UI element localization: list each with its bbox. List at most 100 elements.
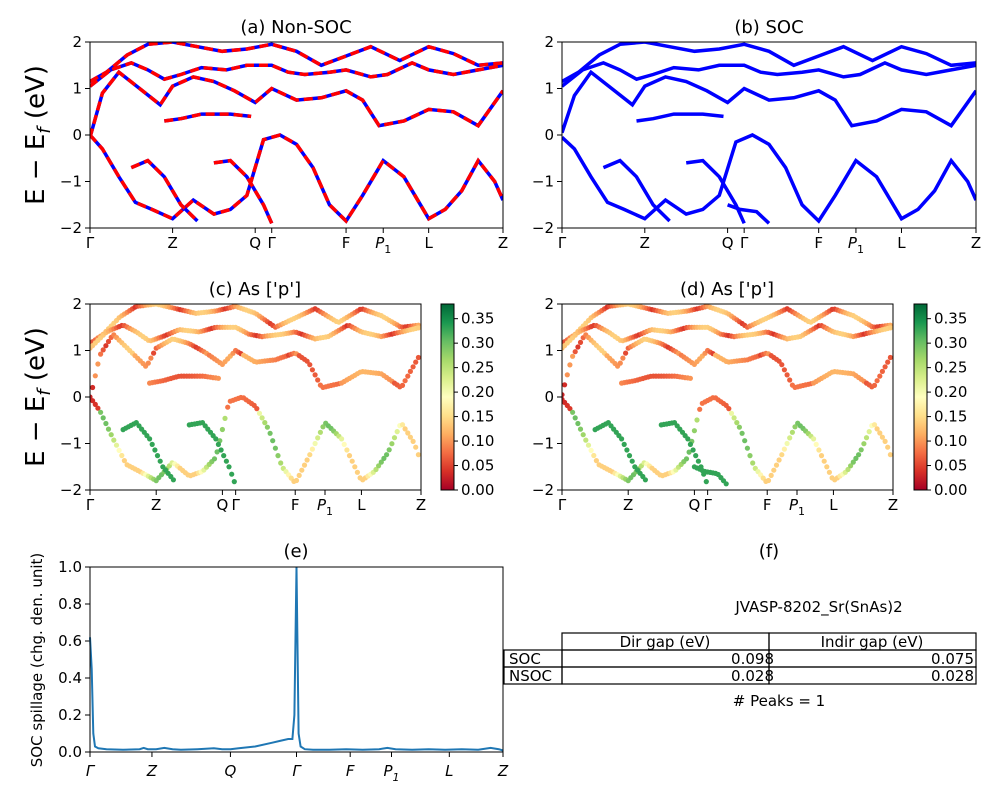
tick-label: F <box>763 496 772 514</box>
projection-point <box>871 382 878 388</box>
projection-point <box>211 456 218 462</box>
projection-point <box>784 372 790 378</box>
projection-point <box>687 375 694 381</box>
projection-point <box>887 452 893 458</box>
projection-point <box>402 378 408 384</box>
projection-point <box>879 434 886 440</box>
projection-point <box>693 453 699 459</box>
projection-point <box>154 453 161 459</box>
projection-point <box>309 367 315 373</box>
projection-point <box>301 462 308 468</box>
axes-frame <box>561 41 977 229</box>
projection-point <box>113 442 120 448</box>
projection-point <box>152 447 158 453</box>
table-cell: 0.098 <box>731 650 774 668</box>
plot-area <box>90 304 421 485</box>
tick-label: 1 <box>72 80 82 98</box>
projection-point <box>410 364 416 370</box>
projection-point <box>686 449 692 455</box>
tick-label: −1 <box>532 435 554 453</box>
tick-label: 0.00 <box>934 481 967 499</box>
tick-label: −1 <box>60 173 82 191</box>
projection-point <box>304 358 310 364</box>
tick-label: −2 <box>532 219 554 237</box>
projection-point <box>683 456 690 462</box>
tick-label: 2 <box>72 33 82 51</box>
tick-label: 2 <box>544 33 554 51</box>
projection-point <box>731 415 737 421</box>
projection-point <box>821 458 827 464</box>
projection-point <box>105 338 112 345</box>
nsoc-band-line <box>90 60 503 88</box>
projection-point <box>415 452 421 458</box>
soc-band-line <box>562 42 976 84</box>
projection-point <box>695 458 702 464</box>
projection-point <box>214 449 220 455</box>
projection-point <box>874 426 880 432</box>
projection-point <box>157 458 163 464</box>
tick-label: L <box>424 234 433 252</box>
projection-point <box>391 435 398 441</box>
tick-label: 0.15 <box>461 408 494 426</box>
projection-point <box>871 422 878 428</box>
tick-label: 0.8 <box>58 595 82 613</box>
projection-point <box>787 377 793 383</box>
tick-label: Q <box>225 762 237 780</box>
tick-label: 0.20 <box>461 383 494 401</box>
tick-label: 0.05 <box>934 457 967 475</box>
gap-table-panel: JVASP-8202_Sr(SnAs)2 Dir gap (eV) Indir … <box>503 598 977 710</box>
projection-point <box>219 426 225 433</box>
projection-point <box>293 477 300 484</box>
tick-label: 0.30 <box>934 334 967 352</box>
panel-c-title: (c) As ['p'] <box>209 279 301 300</box>
projection-point <box>848 463 854 469</box>
projection-point <box>352 464 358 470</box>
projection-point <box>410 438 416 444</box>
projection-point <box>354 469 360 475</box>
tick-label: Γ <box>558 234 567 252</box>
plot-area <box>90 42 503 225</box>
projection-point <box>121 458 127 464</box>
table-header-indir: Indir gap (eV) <box>821 633 924 651</box>
projection-point <box>781 446 788 452</box>
panel-e-title: (e) <box>283 541 308 562</box>
colorbar-bar <box>440 303 455 491</box>
projection-point <box>863 435 870 441</box>
projection-point <box>723 481 729 487</box>
projection-point <box>373 466 379 473</box>
projection-point <box>845 466 851 473</box>
projection-point <box>771 467 777 473</box>
projection-point <box>225 404 231 410</box>
tick-label: −2 <box>532 481 554 499</box>
projection-point <box>307 362 313 368</box>
projection-point <box>320 424 326 430</box>
tick-label: 0.6 <box>58 632 82 650</box>
projection-point <box>642 477 649 483</box>
colorbar-c: 0.35 0.30 0.25 0.20 0.15 0.10 0.05 0.00 <box>440 303 494 499</box>
projection-point <box>267 430 273 436</box>
projection-point <box>787 435 793 441</box>
projection-point <box>299 467 305 473</box>
projection-point <box>624 447 630 453</box>
tick-label: Γ <box>86 234 95 252</box>
soc-band-line <box>213 158 274 225</box>
projection-point <box>593 458 600 464</box>
tick-label: Γ <box>740 234 749 252</box>
table-grid <box>503 632 977 685</box>
tick-label: 1 <box>72 342 82 360</box>
tick-label: 0.25 <box>461 359 494 377</box>
projection-point <box>315 377 321 383</box>
projection-point <box>413 359 419 365</box>
projection-point <box>575 344 581 350</box>
tick-label: Γ <box>231 496 240 514</box>
projection-point <box>103 343 109 349</box>
projection-point <box>570 409 576 415</box>
tick-label: Z <box>498 234 508 252</box>
tick-label: −2 <box>60 219 82 237</box>
spillage-line <box>89 566 504 752</box>
projection-point <box>570 353 576 359</box>
projection-point <box>415 354 421 361</box>
tick-label: 0.25 <box>934 359 967 377</box>
projection-point <box>312 440 318 447</box>
projection-point <box>739 430 745 436</box>
